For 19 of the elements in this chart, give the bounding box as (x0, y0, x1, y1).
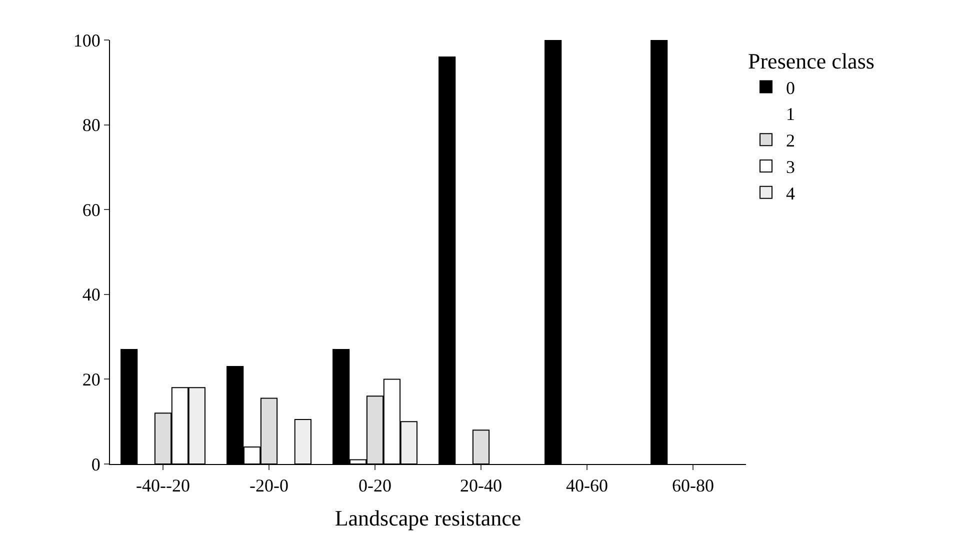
x-axis-title: Landscape resistance (334, 506, 522, 530)
y-tick-label: 100 (73, 30, 100, 50)
legend-label: 4 (786, 183, 795, 204)
x-tick-label: -20-0 (250, 476, 288, 496)
y-tick-label: 80 (82, 115, 100, 136)
y-tick-label: 20 (82, 370, 100, 390)
x-tick-label: 0-20 (358, 476, 392, 496)
x-tick-label: 20-40 (460, 476, 502, 496)
legend-label: 2 (786, 130, 795, 151)
text: 1 (786, 104, 795, 124)
y-tick-label: 40 (82, 284, 100, 305)
y-tick-label: 0 (91, 454, 100, 474)
legend-label: 3 (786, 157, 795, 178)
legend-label: 0 (786, 78, 795, 98)
x-tick-label: 60-80 (672, 476, 714, 496)
x-tick-label: -40--20 (136, 476, 190, 496)
legend-title: Presence class (748, 48, 874, 74)
y-tick-label: 60 (82, 200, 100, 220)
x-tick-label: 40-60 (566, 476, 608, 496)
